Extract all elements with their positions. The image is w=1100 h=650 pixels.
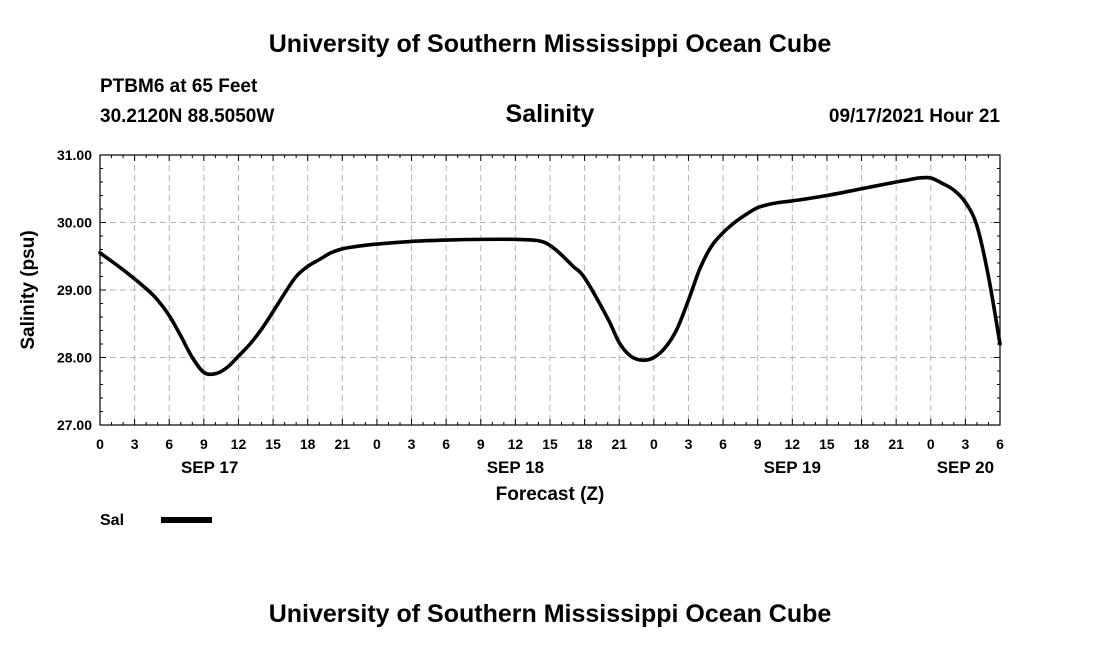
x-tick-label: 18 <box>577 436 593 452</box>
grid-lines <box>100 155 1000 425</box>
x-tick-label: 15 <box>265 436 281 452</box>
date-label: SEP 18 <box>487 458 544 477</box>
date-label: SEP 20 <box>937 458 994 477</box>
x-tick-label: 21 <box>888 436 904 452</box>
x-tick-label: 0 <box>650 436 658 452</box>
x-tick-label: 9 <box>754 436 762 452</box>
y-axis-label: Salinity (psu) <box>18 230 39 349</box>
legend-swatch-sal <box>161 517 212 523</box>
x-tick-label: 21 <box>335 436 351 452</box>
y-tick-label: 27.00 <box>57 417 92 433</box>
x-tick-label: 9 <box>477 436 485 452</box>
x-tick-label: 3 <box>685 436 693 452</box>
x-tick-label: 15 <box>819 436 835 452</box>
x-tick-label: 6 <box>442 436 450 452</box>
x-tick-label: 15 <box>542 436 558 452</box>
y-tick-label: 29.00 <box>57 282 92 298</box>
x-tick-label: 12 <box>231 436 247 452</box>
station-label: PTBM6 at 65 Feet <box>100 76 258 97</box>
x-tick-label: 3 <box>961 436 969 452</box>
footer-title: University of Southern Mississippi Ocean… <box>268 600 832 628</box>
date-label: SEP 17 <box>181 458 238 477</box>
page-title: University of Southern Mississippi Ocean… <box>268 30 832 58</box>
x-tick-label: 0 <box>373 436 381 452</box>
plot-frame <box>99 154 1001 426</box>
x-tick-label: 12 <box>508 436 524 452</box>
chart-title: Salinity <box>505 100 595 128</box>
x-tick-label: 18 <box>854 436 870 452</box>
axis-labels: 0 3 6 9 12 15 18 21 0 3 6 9 12 15 18 21 0 3 6 9 12 15 18 21 0 3 6 2… <box>57 147 1004 477</box>
x-tick-label: 9 <box>200 436 208 452</box>
x-tick-label: 0 <box>96 436 104 452</box>
date-label: SEP 19 <box>764 458 821 477</box>
coordinates-label: 30.2120N 88.5050W <box>100 106 275 127</box>
x-tick-label: 21 <box>611 436 627 452</box>
x-tick-label: 6 <box>996 436 1004 452</box>
y-tick-label: 31.00 <box>57 147 92 163</box>
y-tick-label: 30.00 <box>57 215 92 231</box>
x-axis-label: Forecast (Z) <box>496 484 605 505</box>
x-tick-label: 3 <box>408 436 416 452</box>
legend-label: Sal <box>100 512 124 529</box>
x-tick-label: 0 <box>927 436 935 452</box>
series-line-sal <box>98 175 1002 377</box>
x-tick-label: 6 <box>719 436 727 452</box>
y-tick-label: 28.00 <box>57 350 92 366</box>
legend: Sal <box>100 512 212 529</box>
forecast-datetime: 09/17/2021 Hour 21 <box>828 106 1000 127</box>
x-tick-label: 3 <box>131 436 139 452</box>
x-tick-label: 6 <box>165 436 173 452</box>
x-tick-label: 18 <box>300 436 316 452</box>
x-tick-label: 12 <box>785 436 801 452</box>
